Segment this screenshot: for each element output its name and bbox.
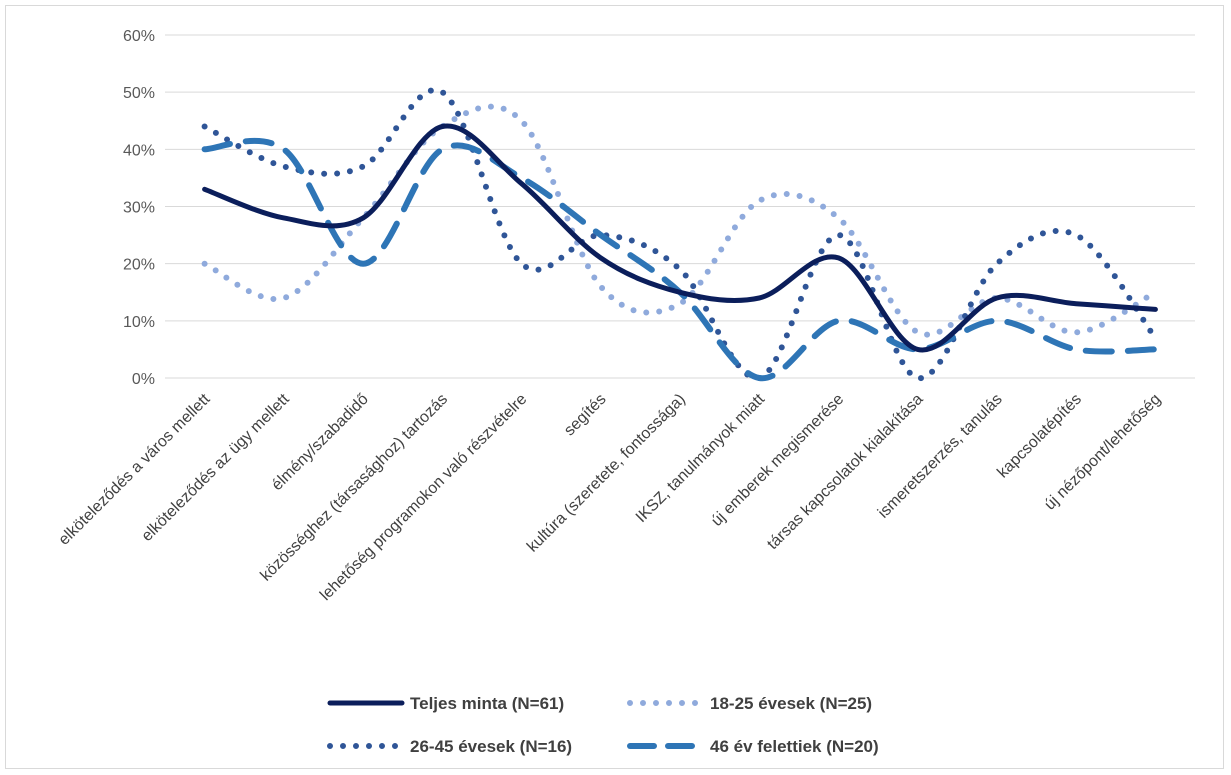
x-tick-label: IKSZ, tanulmányok miatt	[633, 390, 769, 526]
x-axis-categories: elköteleződés a város mellettelköteleződ…	[56, 390, 1165, 604]
grid-lines	[165, 34, 1195, 379]
series-line	[201, 87, 1159, 382]
legend: Teljes minta (N=61) 18-25 évesek (N=25) 26…	[327, 694, 879, 756]
x-tick-label: kapcsolatépítés	[994, 391, 1085, 482]
y-tick-label: 10%	[123, 314, 155, 331]
series-lines	[201, 87, 1159, 382]
y-tick-label: 0%	[132, 371, 155, 388]
x-tick-label: elköteleződés az ügy mellett	[139, 390, 294, 545]
legend-label: Teljes minta (N=61)	[410, 694, 564, 713]
legend-label: 46 év felettiek (N=20)	[710, 737, 879, 756]
y-tick-label: 40%	[123, 142, 155, 159]
x-tick-label: segítés	[561, 391, 610, 440]
x-tick-label: új emberek megismerése	[708, 391, 847, 530]
x-tick-label: elköteleződés a város mellett	[56, 390, 214, 548]
y-tick-label: 30%	[123, 200, 155, 217]
x-tick-label: társas kapcsolatok kialakítása	[764, 391, 926, 553]
chart-frame	[5, 5, 1224, 769]
y-tick-label: 60%	[123, 28, 155, 45]
series-line	[201, 137, 1159, 382]
y-tick-label: 20%	[123, 257, 155, 274]
series-line	[201, 103, 1159, 338]
series-line	[202, 123, 1158, 353]
y-axis-ticks: 0% 10% 20% 30% 40% 50% 60%	[123, 28, 155, 388]
y-tick-label: 50%	[123, 85, 155, 102]
legend-label: 26-45 évesek (N=16)	[410, 737, 572, 756]
legend-label: 18-25 évesek (N=25)	[710, 694, 872, 713]
x-tick-label: kultúra (szeretete, fontossága)	[524, 391, 689, 556]
